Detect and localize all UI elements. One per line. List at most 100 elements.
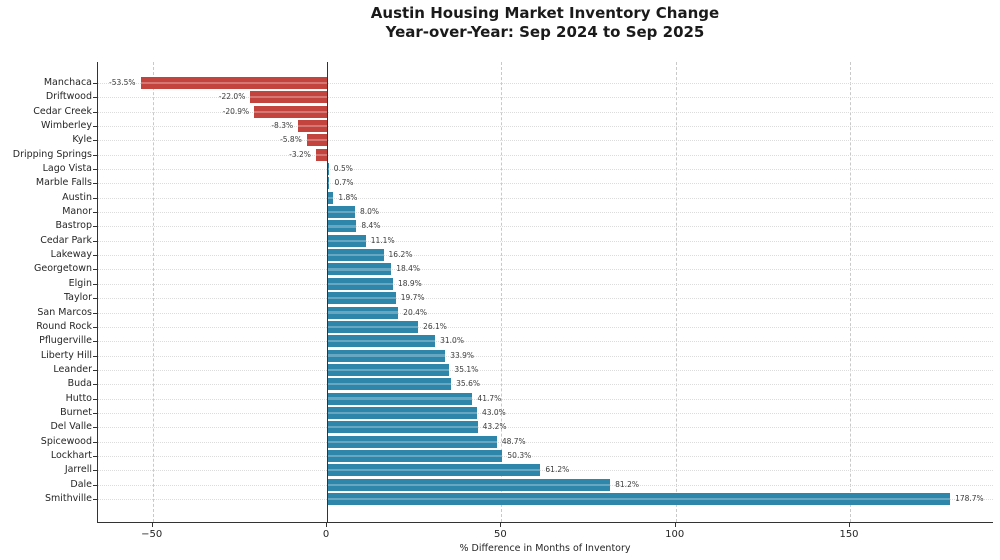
gridline-x--50 xyxy=(152,62,154,522)
value-label-buda: 35.6% xyxy=(456,379,480,389)
xtick-label-50: 50 xyxy=(493,529,507,540)
value-label-marble-falls: 0.7% xyxy=(334,178,354,188)
ytick-label-dale: Dale xyxy=(70,478,92,490)
value-label-cedar-park: 11.1% xyxy=(370,235,395,245)
ytick-label-lakeway: Lakeway xyxy=(50,249,92,261)
ytick-mark-wimberley xyxy=(93,126,97,128)
ytick-label-liberty-hill: Liberty Hill xyxy=(40,349,92,361)
bar-cedar-park xyxy=(327,234,366,247)
gridline-y-lockhart xyxy=(98,455,993,457)
gridline-y-dripping-springs xyxy=(98,154,993,156)
ytick-mark-lockhart xyxy=(93,455,97,457)
bar-highlight-round-rock xyxy=(327,325,419,328)
ytick-mark-lago-vista xyxy=(93,169,97,171)
bar-highlight-liberty-hill xyxy=(327,354,446,357)
bar-pflugerville xyxy=(327,335,436,348)
value-label-round-rock: 26.1% xyxy=(423,321,447,331)
gridline-y-austin xyxy=(98,197,993,199)
xtick-mark--50 xyxy=(151,523,153,527)
value-label-smithville: 178.7% xyxy=(955,494,984,503)
bar-burnet xyxy=(327,406,477,419)
ytick-mark-round-rock xyxy=(93,326,97,328)
value-label-elgin: 18.9% xyxy=(397,278,422,288)
ytick-mark-bastrop xyxy=(93,226,97,228)
ytick-mark-marble-falls xyxy=(93,183,97,185)
gridline-y-hutto xyxy=(98,398,993,400)
x-axis-title: % Difference in Months of Inventory xyxy=(459,543,631,554)
ytick-mark-leander xyxy=(93,369,97,371)
gridline-y-round-rock xyxy=(98,326,993,328)
ytick-label-lockhart: Lockhart xyxy=(50,449,92,461)
bar-highlight-cedar-creek xyxy=(254,110,328,113)
ytick-mark-cedar-creek xyxy=(93,111,97,113)
value-label-del-valle: 43.2% xyxy=(482,422,507,432)
value-label-lakeway: 16.2% xyxy=(388,250,413,260)
bar-highlight-taylor xyxy=(327,297,396,300)
gridline-y-pflugerville xyxy=(98,341,993,343)
bar-jarrell xyxy=(327,464,541,477)
value-label-driftwood: -22.0% xyxy=(218,92,246,102)
value-label-liberty-hill: 33.9% xyxy=(450,350,475,360)
bar-highlight-spicewood xyxy=(327,440,497,443)
gridline-x-150 xyxy=(850,62,851,522)
value-label-georgetown: 18.4% xyxy=(396,264,421,274)
chart-title: Austin Housing Market Inventory Change Y… xyxy=(97,4,993,42)
bar-highlight-burnet xyxy=(327,411,477,414)
bar-highlight-elgin xyxy=(327,282,393,285)
ytick-mark-manor xyxy=(93,212,97,214)
ytick-label-manchaca: Manchaca xyxy=(43,77,92,88)
ytick-label-elgin: Elgin xyxy=(68,277,92,289)
bar-wimberley xyxy=(298,120,328,133)
bar-georgetown xyxy=(327,263,392,276)
gridline-y-georgetown xyxy=(98,269,993,271)
ytick-mark-jarrell xyxy=(93,470,97,472)
value-label-kyle: -5.8% xyxy=(280,135,302,145)
ytick-label-driftwood: Driftwood xyxy=(45,91,92,103)
ytick-label-leander: Leander xyxy=(53,363,92,375)
ytick-mark-driftwood xyxy=(93,97,97,99)
ytick-label-san-marcos: San Marcos xyxy=(37,306,92,318)
value-label-dale: 81.2% xyxy=(615,479,639,489)
bar-highlight-driftwood xyxy=(250,96,328,99)
ytick-label-round-rock: Round Rock xyxy=(36,320,92,332)
value-label-lago-vista: 0.5% xyxy=(333,164,353,174)
xtick-mark-50 xyxy=(500,523,502,527)
bar-highlight-marble-falls xyxy=(327,182,330,185)
ytick-mark-elgin xyxy=(93,283,97,285)
value-label-manor: 8.0% xyxy=(359,207,379,217)
value-label-pflugerville: 31.0% xyxy=(440,336,464,346)
ytick-label-cedar-park: Cedar Park xyxy=(40,234,92,246)
xtick-mark-100 xyxy=(674,523,676,527)
ytick-label-dripping-springs: Dripping Springs xyxy=(12,148,92,160)
bar-elgin xyxy=(327,277,393,290)
bar-lakeway xyxy=(327,249,384,262)
value-label-hutto: 41.7% xyxy=(477,393,502,403)
ytick-mark-austin xyxy=(93,197,97,199)
ytick-mark-buda xyxy=(93,384,97,386)
bar-highlight-austin xyxy=(327,196,334,199)
gridline-y-leander xyxy=(98,369,993,371)
gridline-y-cedar-park xyxy=(98,240,993,242)
gridline-y-marble-falls xyxy=(98,183,993,185)
bar-manor xyxy=(327,206,355,219)
value-label-san-marcos: 20.4% xyxy=(403,307,427,317)
gridline-y-lago-vista xyxy=(98,169,993,171)
ytick-label-del-valle: Del Valle xyxy=(50,421,92,433)
bar-leander xyxy=(327,363,450,376)
bar-highlight-del-valle xyxy=(327,426,478,429)
ytick-mark-georgetown xyxy=(93,269,97,271)
bar-buda xyxy=(327,378,452,391)
value-label-dripping-springs: -3.2% xyxy=(289,149,311,159)
xtick-label-100: 100 xyxy=(665,529,685,540)
gridline-y-wimberley xyxy=(98,126,993,128)
gridline-y-spicewood xyxy=(98,441,993,443)
xtick-label--50: −50 xyxy=(141,529,163,540)
bar-taylor xyxy=(327,292,396,305)
ytick-label-cedar-creek: Cedar Creek xyxy=(33,105,92,117)
ytick-label-georgetown: Georgetown xyxy=(34,263,92,275)
xtick-label-0: 0 xyxy=(322,529,330,540)
bar-highlight-lakeway xyxy=(327,254,384,257)
gridline-y-lakeway xyxy=(98,255,993,257)
bar-highlight-jarrell xyxy=(327,469,541,472)
